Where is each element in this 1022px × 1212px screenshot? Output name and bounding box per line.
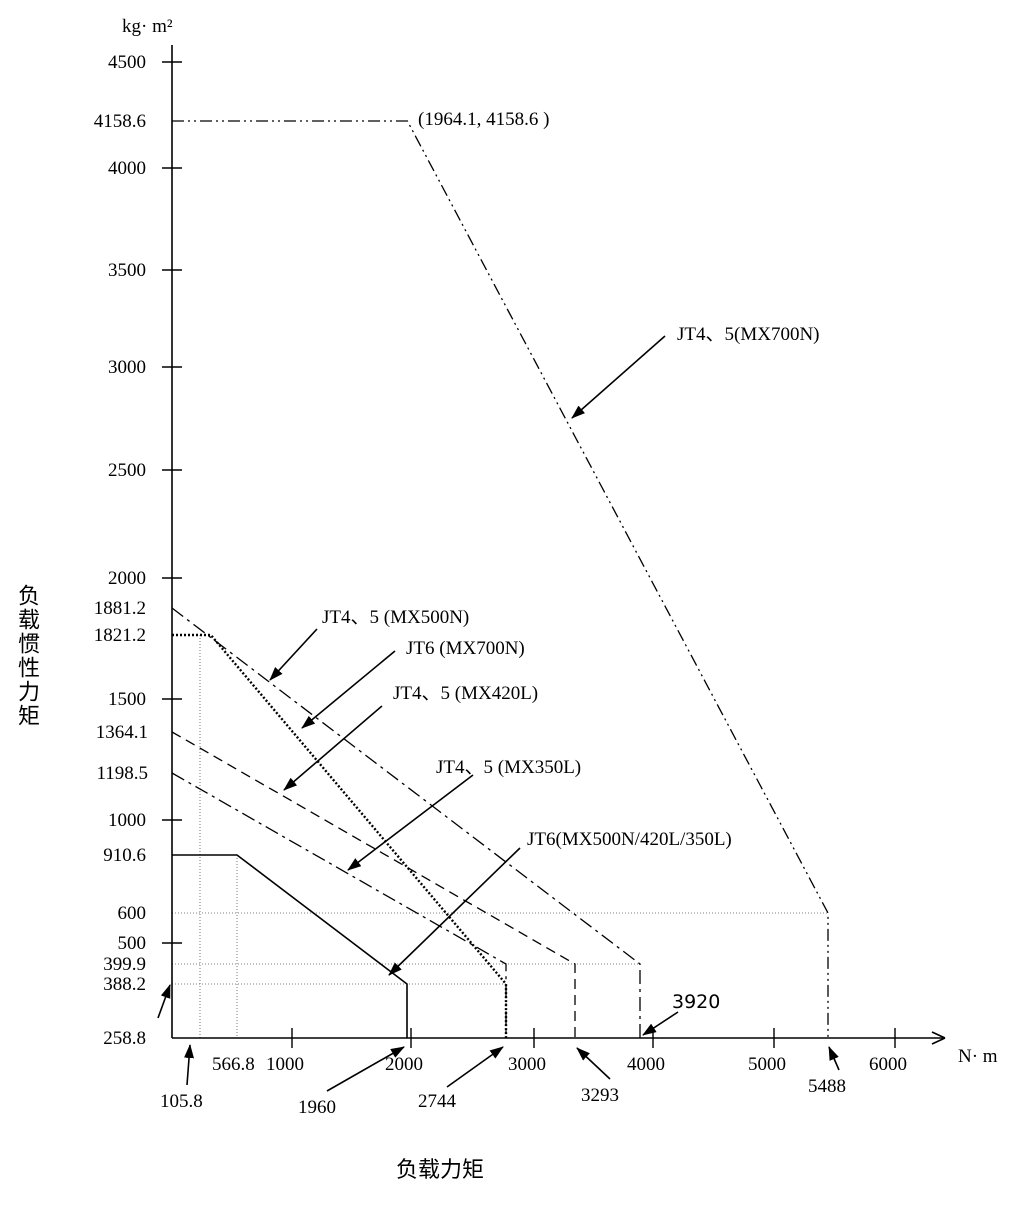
x-axis-title: 负载力矩 <box>396 1158 485 1183</box>
y-label-arrow <box>157 984 171 1019</box>
y-tick-label: 1000 <box>108 810 146 831</box>
x-special-label: 566.8 <box>212 1054 255 1075</box>
y-tick-label: 2500 <box>108 460 146 481</box>
labels: kg· m² N· m (1964.1, 4158.6 ) 4500 4000 35… <box>94 16 998 1118</box>
y-special-label: 388.2 <box>103 974 146 995</box>
y-tick-label: 4000 <box>108 158 146 179</box>
x-unit-label: N· m <box>958 1046 998 1067</box>
x-tick-label: 3000 <box>508 1054 546 1075</box>
y-tick-label: 500 <box>118 933 147 954</box>
y-special-label: 1364.1 <box>96 722 148 743</box>
x-label-arrow <box>828 1046 840 1071</box>
series-label: JT6(MX500N/420L/350L) <box>527 829 732 850</box>
y-special-label: 1881.2 <box>94 598 146 619</box>
x-special-label: 105.8 <box>160 1091 203 1112</box>
x-tick-label: 1000 <box>266 1054 304 1075</box>
callout-arrows <box>157 335 840 1092</box>
peak-point-annotation: (1964.1, 4158.6 ) <box>418 109 549 130</box>
x-special-label: 5488 <box>808 1076 846 1097</box>
y-tick-label: 3500 <box>108 260 146 281</box>
series-label: JT4、5 (MX500N) <box>322 607 469 628</box>
series-label: JT6 (MX700N) <box>406 638 525 659</box>
series-lines <box>171 120 829 1038</box>
y-special-label: 910.6 <box>103 845 146 866</box>
x-special-label: 2744 <box>418 1091 457 1112</box>
x-label-arrow <box>326 1046 405 1092</box>
series-label: JT4、5(MX700N) <box>677 324 820 345</box>
series-label: JT4、5 (MX420L) <box>393 683 538 704</box>
series-callout-arrow <box>269 628 318 681</box>
axes <box>162 45 946 1048</box>
y-tick-label: 3000 <box>108 357 146 378</box>
series-line <box>172 854 408 1038</box>
x-tick-label: 5000 <box>748 1054 786 1075</box>
series-label: JT4、5 (MX350L) <box>436 757 581 778</box>
x-tick-label: 6000 <box>869 1054 907 1075</box>
x-axis-arrow <box>931 1031 946 1045</box>
y-special-label: 1821.2 <box>94 625 146 646</box>
series-callout-arrow <box>347 774 474 871</box>
series-callout-arrow <box>571 335 666 419</box>
series-callout-arrow <box>388 847 521 976</box>
x-special-label: 3293 <box>581 1085 619 1106</box>
y-special-label: 1198.5 <box>96 763 148 784</box>
series-callout-arrow <box>283 705 383 791</box>
y-special-label: 258.8 <box>103 1028 146 1049</box>
y-tick-label: 2000 <box>108 568 146 589</box>
y-tick-label: 1500 <box>108 689 146 710</box>
y-axis-title: 负载惯性力矩 <box>14 584 39 728</box>
x-special-label: 1960 <box>298 1097 336 1118</box>
y-special-label: 600 <box>118 903 147 924</box>
x-label-arrow <box>642 1011 679 1036</box>
y-special-label: 4158.6 <box>94 111 146 132</box>
series-line <box>171 607 641 1038</box>
x-label-arrow <box>446 1046 504 1088</box>
series-line <box>172 120 829 1038</box>
series-line <box>171 772 507 1038</box>
y-special-label: 399.9 <box>103 954 146 975</box>
y-unit-label: kg· m² <box>122 16 173 37</box>
x-special-label: 3920 <box>672 991 720 1013</box>
y-tick-label: 4500 <box>108 52 146 73</box>
x-tick-label: 2000 <box>385 1054 423 1075</box>
x-tick-label: 4000 <box>627 1054 665 1075</box>
x-label-arrow <box>184 1044 195 1086</box>
series-callout-arrow <box>301 650 396 729</box>
x-label-arrow <box>576 1047 611 1080</box>
series-line <box>171 731 576 1038</box>
